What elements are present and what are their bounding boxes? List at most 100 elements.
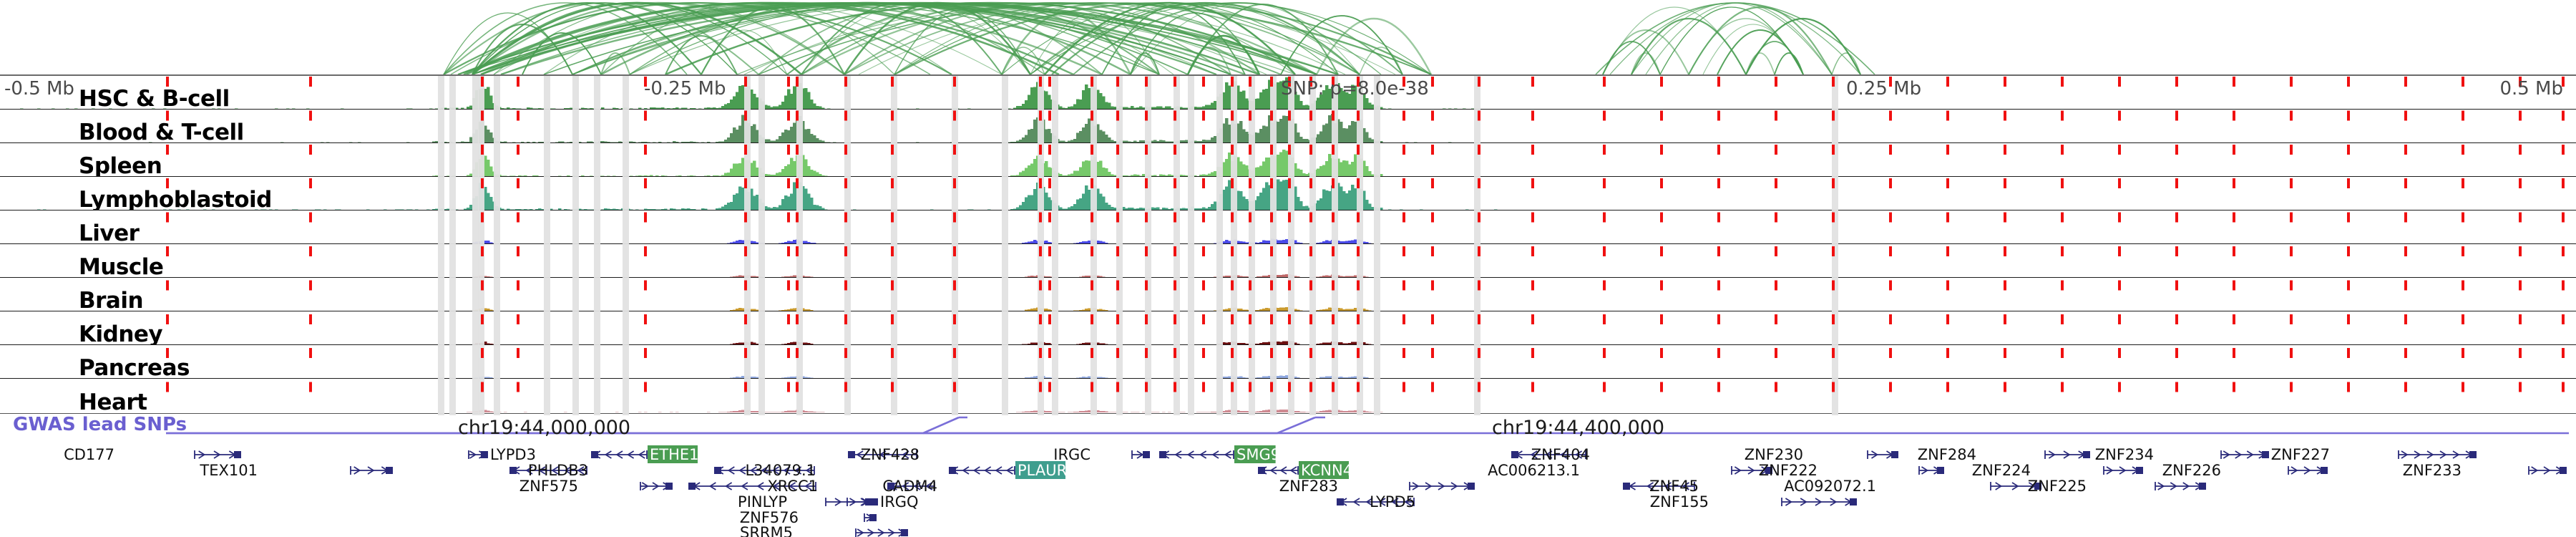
chromatin-interaction-arc-panel[interactable] (0, 0, 2576, 74)
gene-znf155[interactable]: ZNF155 (1650, 493, 1857, 511)
gene-l34079-1[interactable]: L34079.1 (714, 462, 816, 479)
gene-znf230[interactable]: ZNF230 (1745, 446, 1898, 463)
gene-cd177[interactable]: CD177 (64, 446, 241, 463)
gene-znf284[interactable]: ZNF284 (1918, 446, 2090, 463)
gene-label: ZNF404 (1531, 446, 1590, 463)
gene-ethe1[interactable]: ETHE1 (591, 445, 699, 463)
axis-label-plus025: 0.25 Mb (1846, 78, 1922, 100)
axis-label-left: -0.5 Mb (4, 78, 74, 100)
axis-label-minus025: -0.25 Mb (644, 78, 726, 100)
gene-plaur[interactable]: PLAUR (949, 461, 1067, 479)
gene-znf45[interactable]: ZNF45 (1623, 478, 1699, 495)
gene-lypd5[interactable]: LYPD5 (1337, 493, 1415, 511)
gene-label: PHLDB3 (528, 462, 588, 479)
track-kidney[interactable]: Kidney (0, 311, 2576, 345)
axis-label-right: 0.5 Mb (2499, 78, 2563, 100)
gene-label: ZNF226 (2162, 462, 2221, 479)
gwas-lead-snps-label: GWAS lead SNPs (13, 414, 187, 435)
track-heart[interactable]: Heart (0, 379, 2576, 412)
gene-znf226[interactable]: ZNF226 (2162, 462, 2328, 479)
track-muscle[interactable]: Muscle (0, 244, 2576, 278)
gene-kcnn4[interactable]: KCNN4 (1258, 461, 1352, 479)
gene-cadm4[interactable]: CADM4 (882, 478, 937, 495)
gene-label: ZNF575 (519, 478, 578, 495)
gene-irgc[interactable]: IRGC (1053, 446, 1150, 463)
track-plot-3 (0, 177, 2576, 210)
gene-annotation-panel[interactable]: CD177 TEX101 LYPD3 PHLDB3 ZNF575 ETHE1 L34079.… (0, 414, 2576, 537)
gene-srrm5[interactable]: SRRM5 (740, 524, 908, 537)
track-brain[interactable]: Brain (0, 278, 2576, 311)
gene-label: L34079.1 (745, 462, 816, 479)
gene-label: IRGC (1053, 446, 1091, 463)
coordinate-label-right: chr19:44,400,000 (1492, 417, 1665, 439)
gene-smg9[interactable]: SMG9 (1159, 445, 1280, 463)
track-plot-6 (0, 278, 2576, 311)
track-plot-8 (0, 345, 2576, 378)
gene-label: SRRM5 (740, 524, 793, 537)
gene-znf428[interactable]: ZNF428 (848, 446, 919, 463)
signal-track-stack[interactable]: -0.5 Mb -0.25 Mb SNP: p=8.0e-38 0.25 Mb … (0, 74, 2576, 415)
track-liver[interactable]: Liver (0, 211, 2576, 244)
track-spleen[interactable]: Spleen (0, 143, 2576, 177)
gene-label: PINLYP (738, 493, 787, 511)
snp-pvalue-label: SNP: p=8.0e-38 (1281, 78, 1429, 100)
gene-znf227[interactable]: ZNF227 (2271, 446, 2477, 463)
gene-znf233[interactable]: ZNF233 (2403, 462, 2567, 479)
gene-ac006213-1[interactable]: AC006213.1 (1488, 462, 1772, 479)
track-label-pancreas: Pancreas (79, 355, 190, 379)
track-hsc-b-cell[interactable]: -0.5 Mb -0.25 Mb SNP: p=8.0e-38 0.25 Mb … (0, 76, 2576, 110)
gene-znf283[interactable]: ZNF283 (1279, 478, 1475, 495)
gene-znf224[interactable]: ZNF224 (1972, 462, 2143, 479)
track-label-spleen: Spleen (79, 153, 162, 177)
track-label-lymphoblastoid: Lymphoblastoid (79, 187, 272, 211)
track-blood-t-cell[interactable]: Blood & T-cell (0, 110, 2576, 143)
track-label-kidney: Kidney (79, 321, 163, 345)
gene-znf225[interactable]: ZNF225 (2028, 478, 2206, 495)
gene-znf222[interactable]: ZNF222 (1759, 462, 1944, 479)
gene-znf576[interactable]: ZNF576 (740, 509, 877, 526)
gene-label: ZNF45 (1649, 478, 1699, 495)
gene-label: ZNF283 (1279, 478, 1338, 495)
gene-label: ZNF428 (861, 446, 919, 463)
coordinate-label-left: chr19:44,000,000 (458, 417, 631, 439)
gene-label: XRCC1 (767, 478, 818, 495)
gene-xrcc1[interactable]: XRCC1 (688, 478, 818, 495)
track-label-blood-t-cell: Blood & T-cell (79, 120, 244, 143)
track-plot-4 (0, 211, 2576, 243)
gene-label: KCNN4 (1301, 462, 1352, 479)
gene-label: AC006213.1 (1488, 462, 1580, 479)
gene-label: AC092072.1 (1784, 478, 1876, 495)
gene-tex101[interactable]: TEX101 (199, 462, 393, 479)
gene-label: ZNF227 (2271, 446, 2330, 463)
track-label-brain: Brain (79, 288, 144, 311)
gene-znf234[interactable]: ZNF234 (2095, 446, 2269, 463)
gene-label: IRGQ (880, 493, 919, 511)
track-lymphoblastoid[interactable]: Lymphoblastoid (0, 177, 2576, 211)
track-plot-7 (0, 311, 2576, 344)
track-label-heart: Heart (79, 390, 147, 413)
track-pancreas[interactable]: Pancreas (0, 345, 2576, 379)
gene-phldb3[interactable]: PHLDB3 (509, 462, 588, 479)
gene-label: PLAUR (1018, 462, 1067, 479)
gene-znf404[interactable]: ZNF404 (1511, 446, 1590, 463)
gene-label: LYPD3 (490, 446, 536, 463)
track-plot-2 (0, 143, 2576, 176)
gene-label: ZNF284 (1918, 446, 1976, 463)
gene-label: ZNF234 (2095, 446, 2154, 463)
gene-label: ETHE1 (650, 446, 699, 463)
track-plot-9 (0, 379, 2576, 412)
gene-label: ZNF224 (1972, 462, 2031, 479)
track-label-muscle: Muscle (79, 254, 164, 278)
gene-label: ZNF576 (740, 509, 799, 526)
gene-ac092072-1[interactable]: AC092072.1 (1784, 478, 2041, 495)
gene-label: ZNF233 (2403, 462, 2462, 479)
gene-lypd3[interactable]: LYPD3 (468, 446, 536, 463)
track-plot-5 (0, 244, 2576, 277)
track-label-hsc-b-cell: HSC & B-cell (79, 86, 230, 110)
gene-label: ZNF222 (1759, 462, 1818, 479)
gene-label: ZNF155 (1650, 493, 1709, 511)
gene-irgq[interactable]: IRGQ (825, 493, 919, 511)
gene-label: ZNF225 (2028, 478, 2087, 495)
gene-znf575[interactable]: ZNF575 (519, 478, 673, 495)
